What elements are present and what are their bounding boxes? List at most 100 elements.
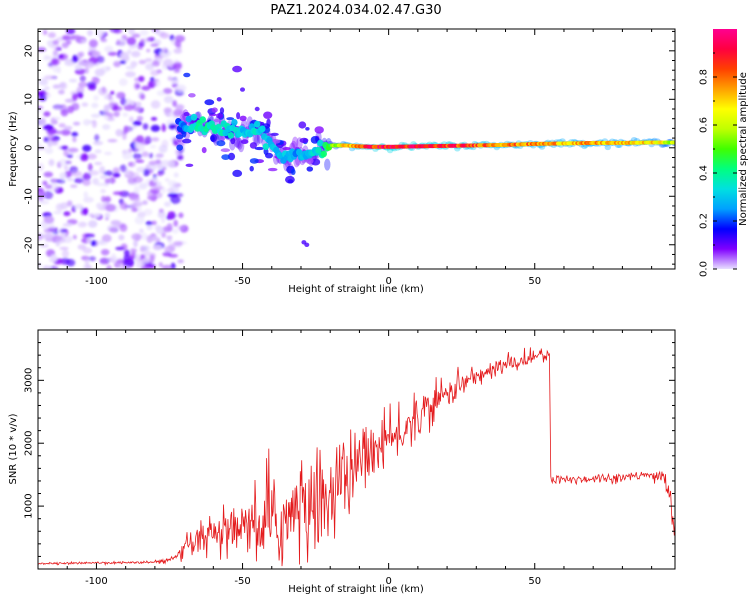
noise-blob xyxy=(38,142,42,146)
snr-ticks: -100 -50 0 50 1000 2000 3000 xyxy=(24,330,675,587)
noise-blob xyxy=(132,153,143,160)
noise-blob xyxy=(76,86,85,94)
noise-blob xyxy=(112,191,124,195)
noise-blob xyxy=(58,123,66,128)
noise-blob xyxy=(107,139,118,143)
noise-region xyxy=(38,29,189,269)
noise-blob xyxy=(119,201,127,210)
noise-blob xyxy=(175,84,187,93)
ridge-blob xyxy=(176,144,183,151)
noise-blob xyxy=(173,109,182,117)
ridge-core xyxy=(254,120,261,128)
noise-blob xyxy=(78,81,88,88)
noise-blob xyxy=(104,45,114,53)
noise-blob xyxy=(145,221,153,226)
ridge-core xyxy=(199,116,206,123)
noise-blob xyxy=(73,121,81,126)
noise-blob xyxy=(162,251,172,257)
y-tick-label: -20 xyxy=(24,237,35,253)
ridge-blob xyxy=(183,112,190,117)
noise-blob xyxy=(94,161,103,166)
noise-blob xyxy=(63,125,73,131)
noise-blob xyxy=(151,29,160,33)
noise-blob xyxy=(74,203,84,210)
noise-blob xyxy=(115,246,125,251)
isolated-blob xyxy=(240,87,245,92)
ridge-core xyxy=(262,143,270,151)
noise-blob xyxy=(166,223,173,232)
noise-blob xyxy=(108,177,116,184)
snr-series-line xyxy=(38,347,675,567)
noise-blob xyxy=(148,152,154,159)
ridge-blob xyxy=(219,107,225,114)
noise-blob xyxy=(146,223,153,231)
noise-blob xyxy=(45,238,55,242)
y-tick-label: 1000 xyxy=(24,493,35,518)
ridge-halo xyxy=(324,158,331,171)
noise-blob xyxy=(98,87,108,96)
noise-blob xyxy=(143,168,150,177)
noise-blob xyxy=(115,91,124,99)
noise-blob xyxy=(82,247,93,254)
noise-blob xyxy=(157,172,163,177)
x-tick-label: -100 xyxy=(85,576,108,587)
noise-blob xyxy=(90,113,101,118)
noise-blob xyxy=(98,242,108,246)
noise-blob xyxy=(138,183,148,190)
colorbar: 0.0 0.2 0.4 0.6 0.8 Normalized spectral ampl… xyxy=(699,29,749,277)
noise-blob xyxy=(132,124,137,130)
isolated-blob xyxy=(254,106,260,112)
noise-blob xyxy=(112,172,121,178)
noise-blob xyxy=(128,29,135,36)
ridge-blob xyxy=(306,166,314,172)
ridge-blob xyxy=(183,72,191,78)
noise-blob xyxy=(107,51,118,56)
noise-blob xyxy=(67,219,78,225)
noise-blob xyxy=(161,217,166,224)
noise-blob xyxy=(145,63,155,71)
noise-blob xyxy=(140,245,145,253)
noise-blob xyxy=(156,90,166,96)
y-tick-label: 2000 xyxy=(24,430,35,455)
ridge-blob xyxy=(216,113,224,119)
noise-blob xyxy=(131,207,138,212)
ridge-core xyxy=(671,140,675,145)
noise-blob xyxy=(133,82,141,91)
noise-blob xyxy=(52,84,61,89)
noise-blob xyxy=(82,172,92,181)
noise-blob xyxy=(83,119,91,126)
noise-blob xyxy=(146,235,153,244)
noise-blob xyxy=(173,192,184,198)
noise-blob xyxy=(50,57,61,66)
noise-blob xyxy=(106,117,116,122)
ridge-blob xyxy=(201,147,207,154)
noise-blob xyxy=(45,147,54,154)
ridge-halo xyxy=(254,133,261,146)
noise-blob xyxy=(161,123,166,132)
ridge-blob xyxy=(211,107,218,113)
noise-blob xyxy=(131,50,141,58)
noise-blob xyxy=(44,184,53,189)
noise-blob xyxy=(38,163,45,172)
noise-blob xyxy=(42,265,51,269)
noise-blob xyxy=(139,29,149,36)
snr-ylabel: SNR (10 * v/v) xyxy=(8,413,19,484)
noise-blob xyxy=(172,100,178,107)
noise-blob xyxy=(172,63,181,68)
noise-blob xyxy=(161,139,169,148)
ridge-halo xyxy=(235,136,242,149)
noise-blob xyxy=(173,69,181,73)
ridge-halo xyxy=(386,148,394,154)
noise-blob xyxy=(50,254,58,263)
noise-blob xyxy=(92,213,101,218)
noise-blob xyxy=(59,172,67,180)
x-tick-label: 50 xyxy=(528,276,541,287)
noise-blob xyxy=(172,228,179,234)
x-tick-label: -50 xyxy=(234,576,250,587)
noise-blob xyxy=(122,151,133,160)
noise-blob xyxy=(157,210,166,219)
noise-blob xyxy=(135,101,142,108)
noise-blob xyxy=(60,257,71,265)
noise-blob xyxy=(166,235,173,240)
ridge-core xyxy=(296,148,303,156)
